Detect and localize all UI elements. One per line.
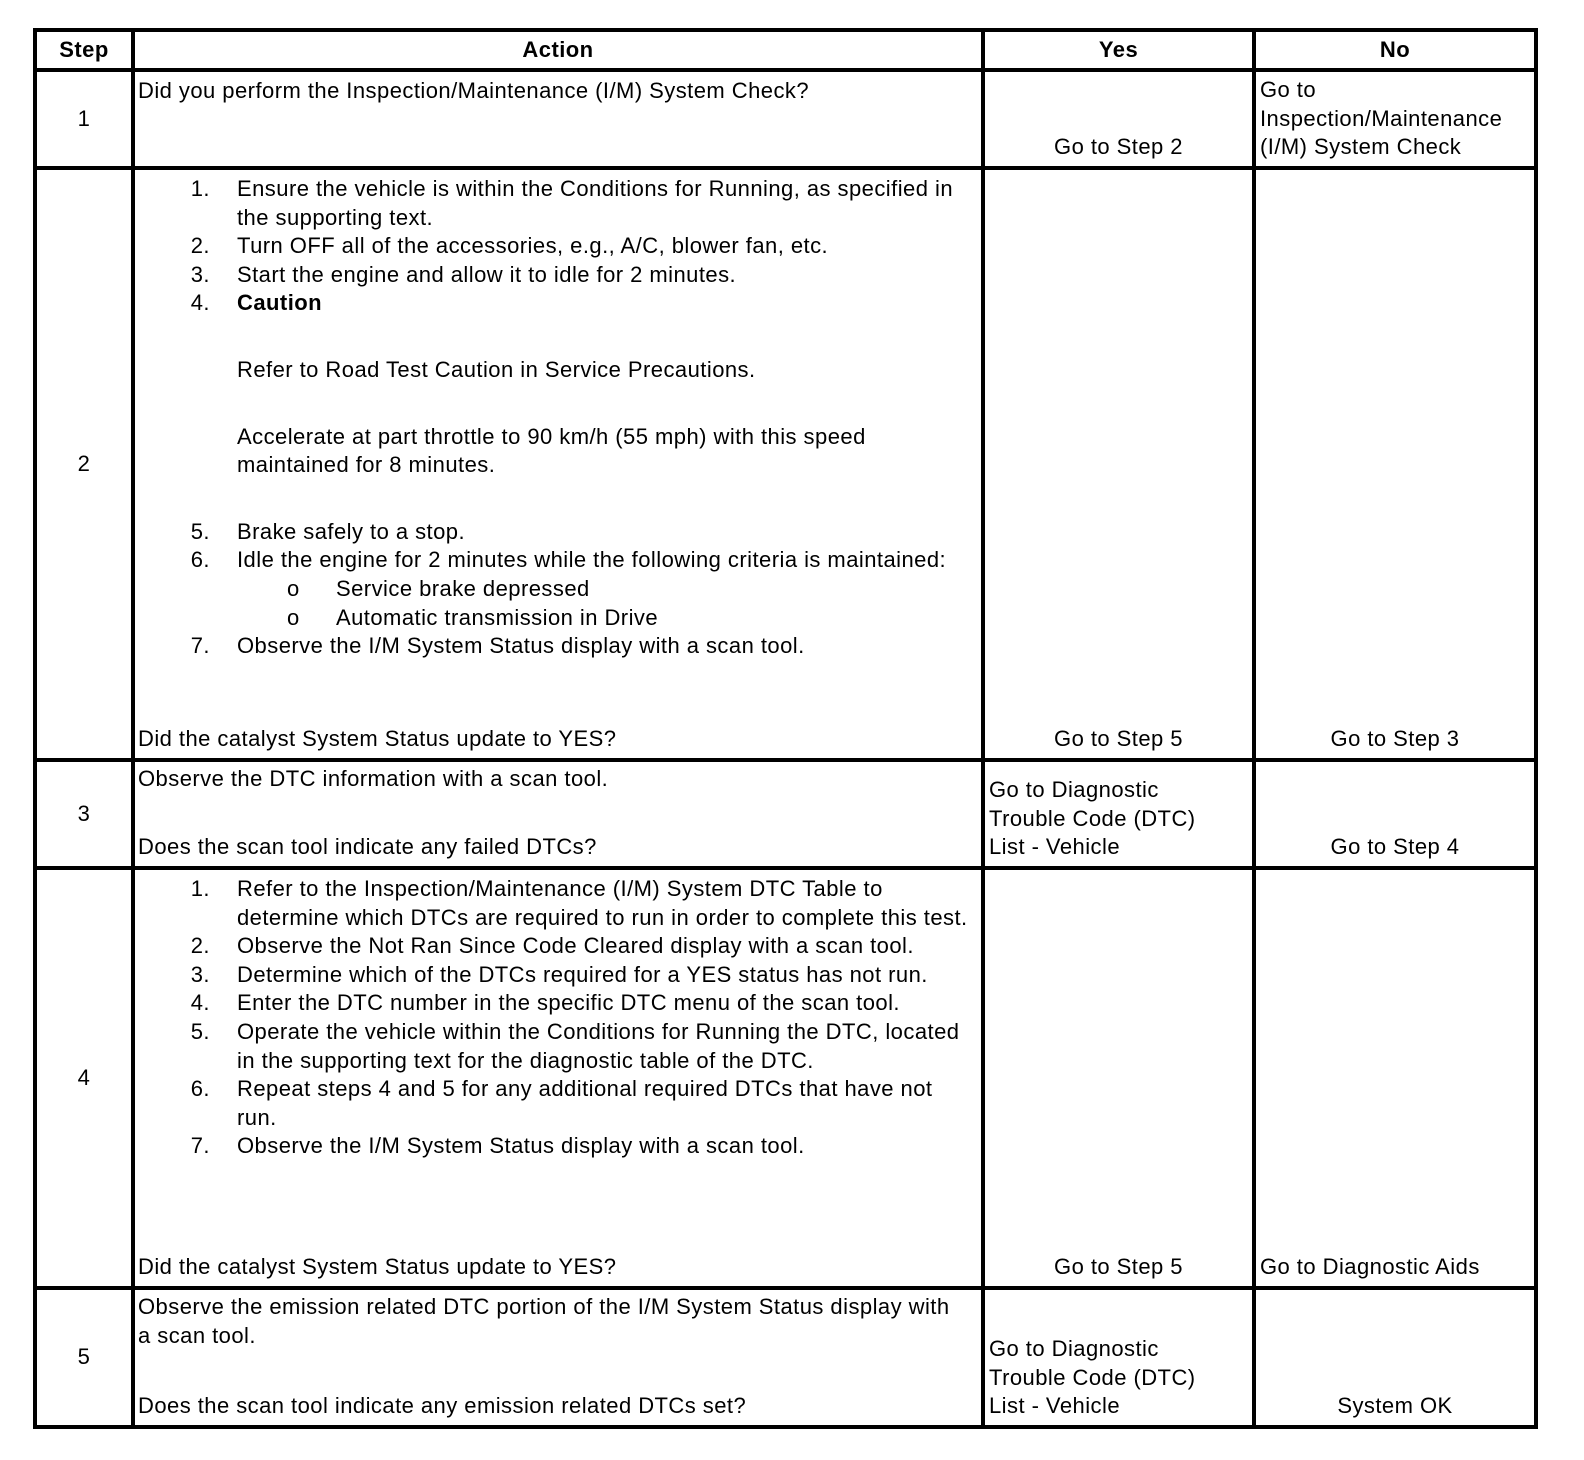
header-yes: Yes <box>981 28 1256 72</box>
no-cell: System OK <box>1252 1286 1538 1429</box>
list-item: 1. Ensure the vehicle is within the Condi… <box>190 176 954 230</box>
table-row: 5 Observe the emission related DTC porti… <box>33 1286 1538 1429</box>
list-item: 4. Caution Refer to Road Test Caution in … <box>138 289 977 479</box>
list-item: 6. Idle the engine for 2 minutes while th… <box>138 546 977 632</box>
step-number: 2 <box>33 166 135 762</box>
yes-cell: Go to Diagnostic Trouble Code (DTC) List… <box>981 758 1256 870</box>
step-number: 3 <box>33 758 135 870</box>
diagnostic-table: Step Action Yes No 1 Did you perform the… <box>33 28 1538 1429</box>
action-question: Does the scan tool indicate any emission… <box>138 1393 747 1419</box>
list-item: 3. Determine which of the DTCs required f… <box>190 961 928 987</box>
action-list: 1. Ensure the vehicle is within the Condi… <box>138 175 977 661</box>
no-cell: Go to Diagnostic Aids <box>1252 866 1538 1290</box>
header-step: Step <box>33 28 135 72</box>
caution-step: Accelerate at part throttle to 90 km/h (… <box>237 423 866 478</box>
action-intro: Observe the DTC information with a scan … <box>138 766 609 791</box>
criteria-item: o Automatic transmission in Drive <box>287 604 659 630</box>
action-question: Did you perform the Inspection/Maintenan… <box>138 78 810 103</box>
header-no: No <box>1252 28 1538 72</box>
yes-cell: Go to Step 2 <box>981 68 1256 170</box>
action-question: Does the scan tool indicate any failed D… <box>138 834 597 860</box>
action-cell: 1. Ensure the vehicle is within the Condi… <box>131 166 985 762</box>
caution-label: Caution <box>237 290 323 316</box>
criteria-item: o Service brake depressed <box>287 575 590 601</box>
action-cell: Observe the DTC information with a scan … <box>131 758 985 870</box>
list-item: 4. Enter the DTC number in the specific D… <box>190 990 900 1016</box>
step-number: 5 <box>33 1286 135 1429</box>
list-item: 7. Observe the I/M System Status display … <box>190 1133 805 1159</box>
no-cell: Go to Step 3 <box>1252 166 1538 762</box>
action-list: 1. Refer to the Inspection/Maintenance (I… <box>138 875 977 1161</box>
header-action: Action <box>131 28 985 72</box>
list-item: 3. Start the engine and allow it to idle … <box>190 261 737 287</box>
list-item: 5. Brake safely to a stop. <box>190 518 466 544</box>
criteria-list: o Service brake depressed o Automatic tran… <box>237 575 977 632</box>
list-item: 1. Refer to the Inspection/Maintenance (I… <box>190 876 968 930</box>
list-item: 2. Turn OFF all of the accessories, e.g.,… <box>190 233 829 259</box>
action-cell: Observe the emission related DTC portion… <box>131 1286 985 1429</box>
step-number: 4 <box>33 866 135 1290</box>
list-item: 2. Observe the Not Ran Since Code Cleared… <box>190 933 914 959</box>
no-cell: Go to Step 4 <box>1252 758 1538 870</box>
no-cell: Go to Inspection/Maintenance (I/M) Syste… <box>1252 68 1538 170</box>
list-item: 5. Operate the vehicle within the Conditi… <box>190 1018 960 1073</box>
action-question: Did the catalyst System Status update to… <box>138 1254 617 1280</box>
yes-cell: Go to Step 5 <box>981 866 1256 1290</box>
table-row: 2 1. Ensure the vehicle is within the Con… <box>33 166 1538 762</box>
action-question: Did the catalyst System Status update to… <box>138 726 617 752</box>
table-row: 4 1. Refer to the Inspection/Maintenance … <box>33 866 1538 1290</box>
list-item: 6. Repeat steps 4 and 5 for any additiona… <box>190 1076 933 1130</box>
yes-cell: Go to Diagnostic Trouble Code (DTC) List… <box>981 1286 1256 1429</box>
caution-text: Refer to Road Test Caution in Service Pr… <box>237 356 756 382</box>
action-intro: Observe the emission related DTC portion… <box>138 1294 950 1348</box>
yes-cell: Go to Step 5 <box>981 166 1256 762</box>
action-cell: 1. Refer to the Inspection/Maintenance (I… <box>131 866 985 1290</box>
table-row: 1 Did you perform the Inspection/Mainten… <box>33 68 1538 170</box>
action-cell: Did you perform the Inspection/Maintenan… <box>131 68 985 170</box>
header-row: Step Action Yes No <box>33 28 1538 72</box>
step-number: 1 <box>33 68 135 170</box>
table-row: 3 Observe the DTC information with a sca… <box>33 758 1538 870</box>
list-item: 7. Observe the I/M System Status display … <box>190 633 805 659</box>
